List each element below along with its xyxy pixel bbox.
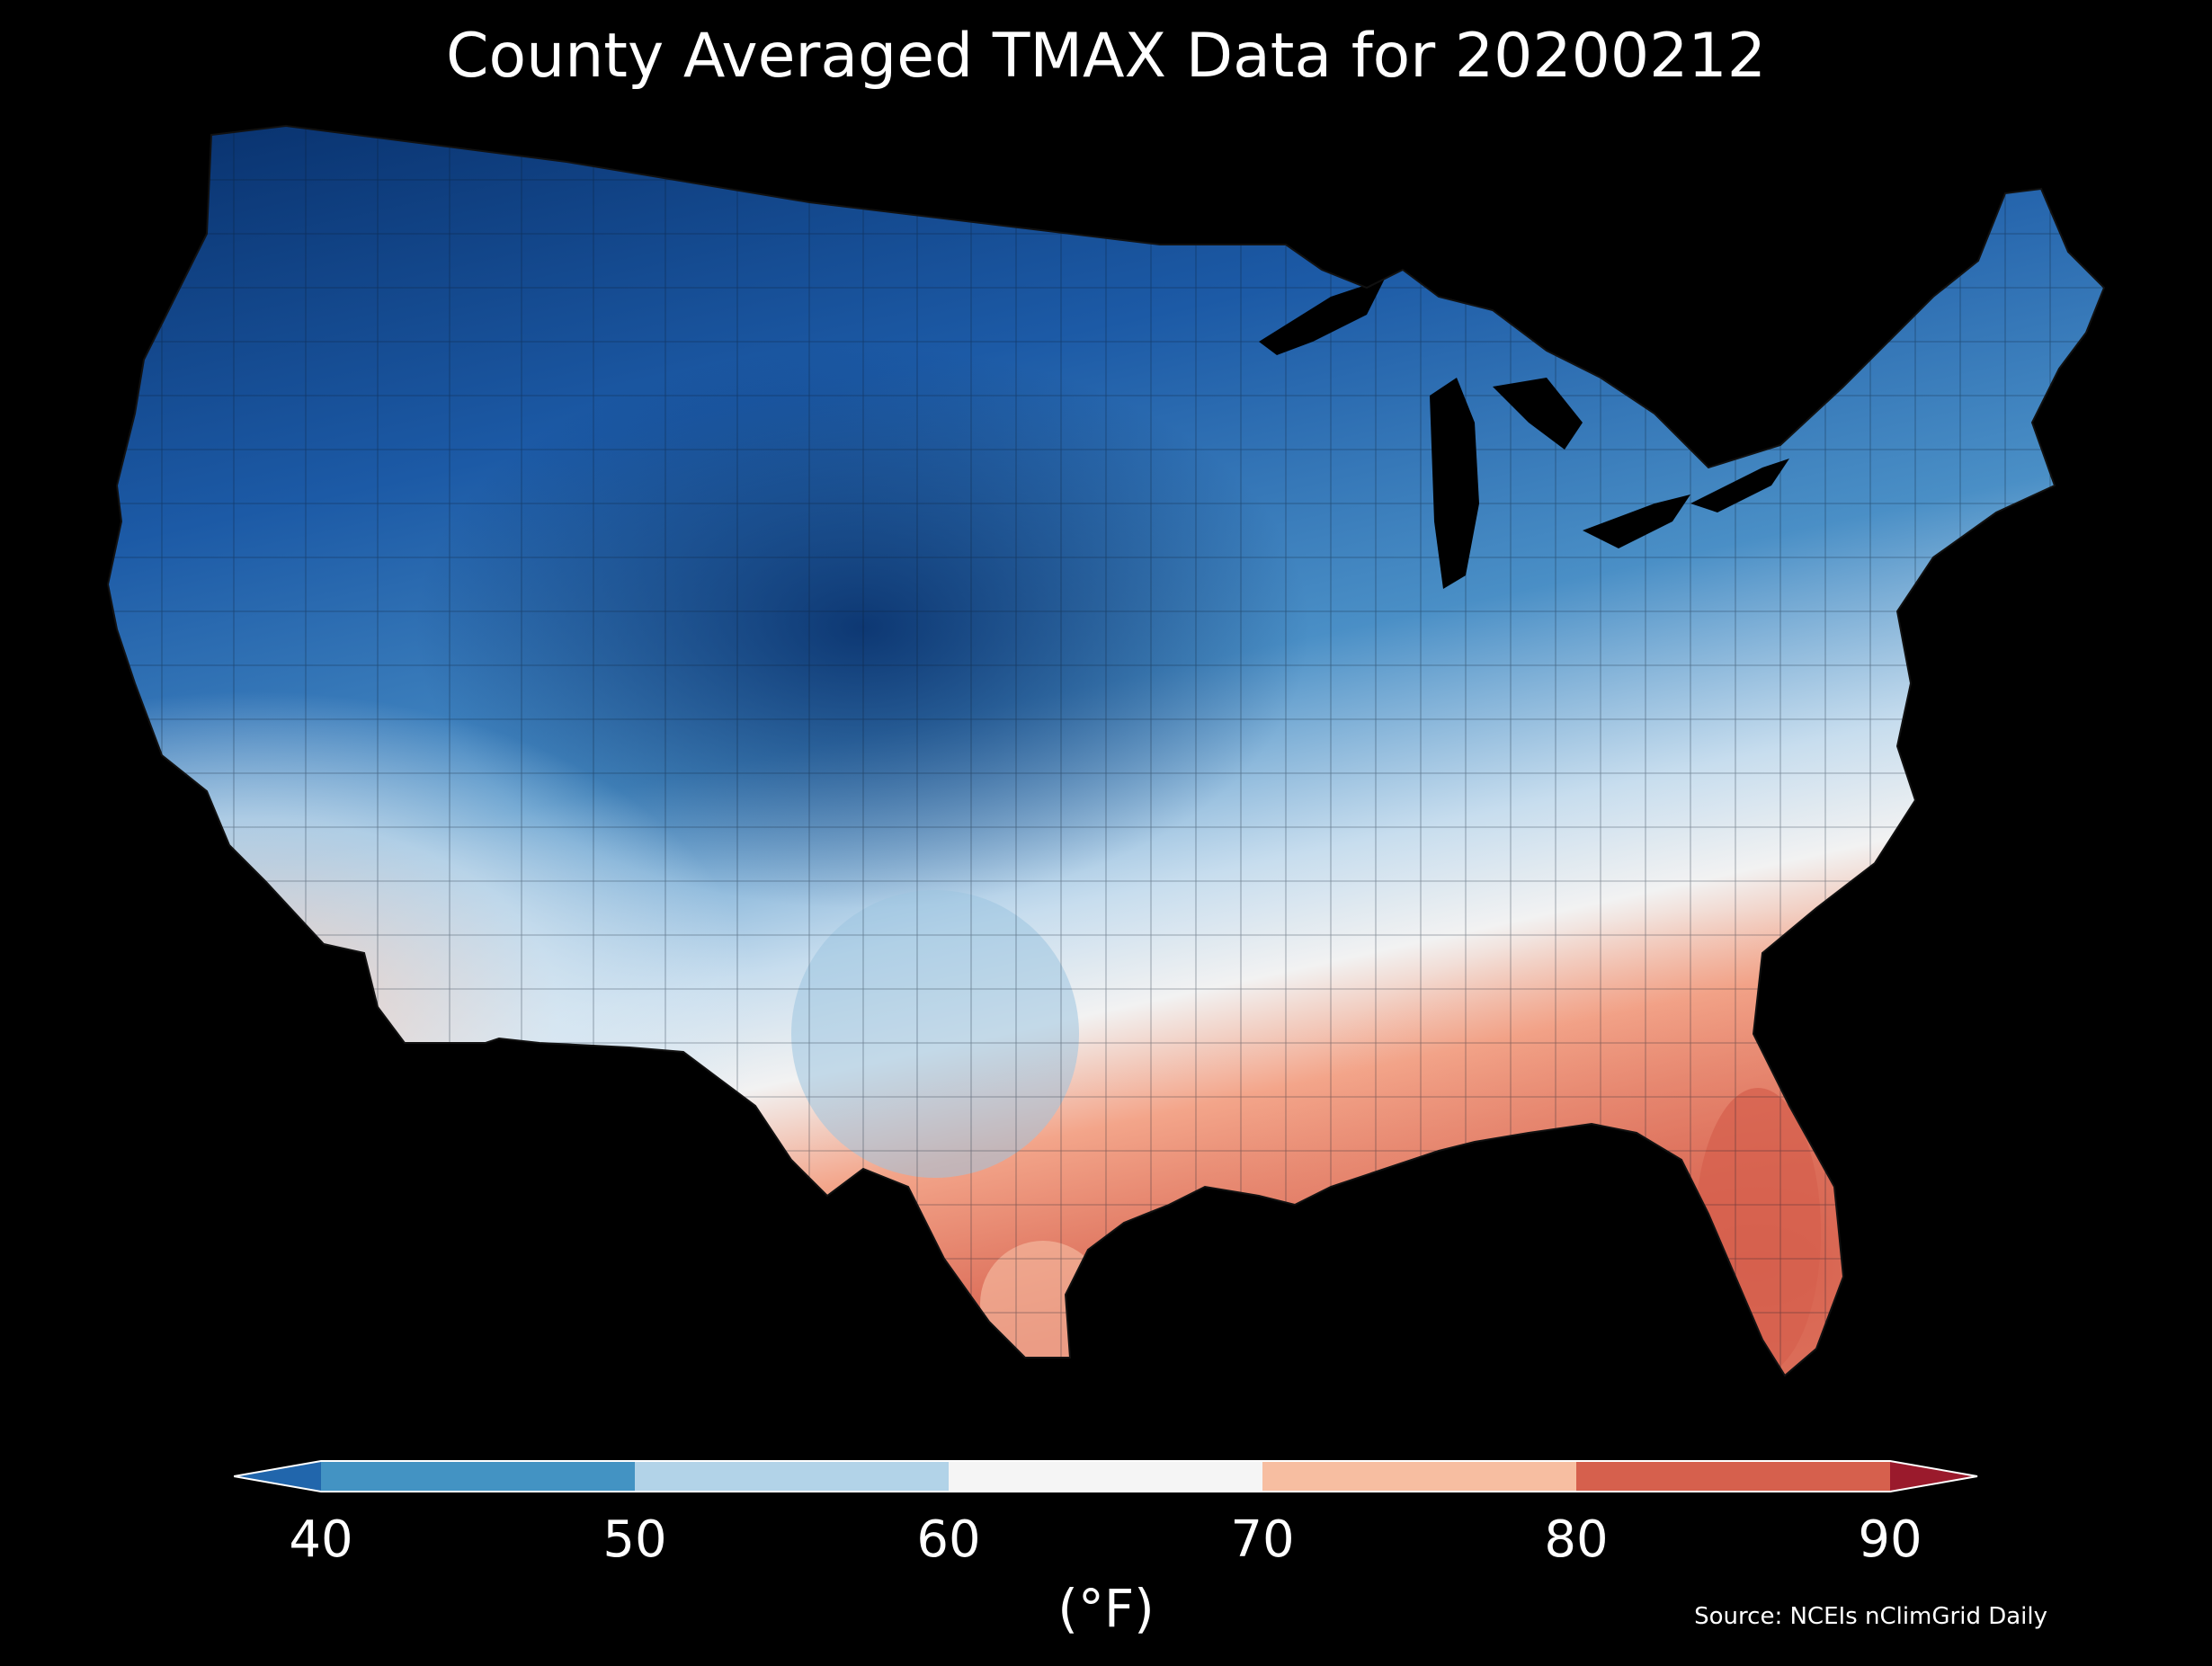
colorbar-tick-label: 60 [916,1510,981,1569]
colorbar-tick-label: 50 [602,1510,667,1569]
colorbar-tick-label: 90 [1858,1510,1922,1569]
colorbar-tick-label: 40 [289,1510,353,1569]
colorbar [234,1460,1978,1492]
colorbar-bin [949,1461,1262,1492]
map-title: County Averaged TMAX Data for 20200212 [446,21,1766,92]
colorbar-bin [1576,1461,1890,1492]
colorbar-unit-label: (°F) [1057,1578,1155,1639]
colorbar-tick-label: 80 [1544,1510,1609,1569]
great-lakes [1259,279,1789,589]
colorbar-outline [234,1460,1978,1492]
us-county-map [106,124,2106,1377]
source-note: Source: NCEIs nClimGrid Daily [1694,1603,2047,1630]
colorbar-bin [234,1461,321,1492]
colorbar-bin [321,1461,635,1492]
colorbar-bin [635,1461,949,1492]
county-fill-layer [108,126,2104,1376]
colorbar-bin [1262,1461,1576,1492]
colorbar-tick-label: 70 [1230,1510,1295,1569]
colorbar-bin [1890,1461,1977,1492]
